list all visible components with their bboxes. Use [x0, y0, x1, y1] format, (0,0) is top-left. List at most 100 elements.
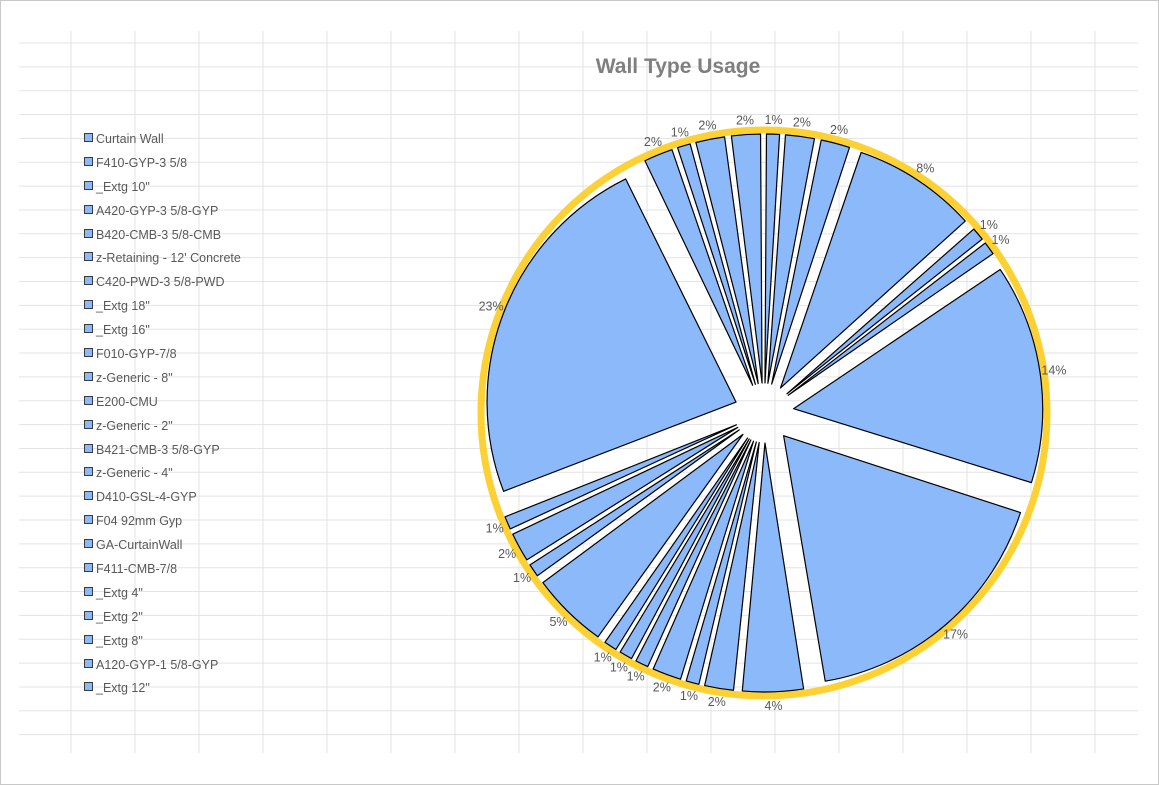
legend-label: z-Generic - 8" [96, 370, 173, 385]
legend-item: _Extg 2" [84, 609, 241, 633]
pie-slice [676, 143, 756, 385]
legend-swatch [84, 467, 93, 477]
slice-percent-label: 2% [698, 119, 716, 133]
legend-item: B420-CMB-3 5/8-CMB [84, 227, 241, 251]
legend-label: F010-GYP-7/8 [96, 347, 177, 362]
legend-swatch [84, 563, 93, 573]
legend-label: _Extg 16" [96, 323, 150, 338]
legend-swatch [84, 204, 93, 214]
legend-label: F04 92mm Gyp [96, 514, 183, 529]
legend-label: z-Generic - 2" [96, 418, 173, 433]
slice-percent-label: 5% [549, 615, 567, 629]
legend-swatch [84, 324, 93, 334]
pie-slice [644, 149, 754, 386]
slice-percent-label: 2% [644, 135, 662, 149]
legend-label: z-Retaining - 12' Concrete [96, 251, 241, 266]
legend-swatch [84, 586, 93, 596]
slice-percent-label: 23% [479, 299, 504, 313]
legend-label: B421-CMB-3 5/8-GYP [96, 442, 220, 457]
legend-item: _Extg 8" [84, 633, 241, 657]
slice-percent-label: 1% [486, 521, 504, 535]
slice-percent-label: 1% [680, 689, 698, 703]
slice-percent-label: 1% [627, 669, 645, 683]
pie-slice [741, 442, 805, 693]
pie-slice [793, 268, 1044, 484]
legend-item: z-Generic - 2" [84, 418, 241, 442]
legend-item: _Extg 10" [84, 179, 241, 203]
legend-label: _Extg 12" [96, 681, 150, 696]
legend-swatch [84, 682, 93, 692]
slice-percent-label: 1% [980, 218, 998, 232]
legend-swatch [84, 395, 93, 405]
legend-swatch [84, 419, 93, 429]
pie-slice [704, 442, 760, 691]
legend-item: F04 92mm Gyp [84, 513, 241, 537]
legend-item: A420-GYP-3 5/8-GYP [84, 203, 241, 227]
legend-label: D410-GSL-4-GYP [96, 490, 197, 505]
legend-swatch [84, 658, 93, 668]
legend-swatch [84, 228, 93, 238]
legend-item: F010-GYP-7/8 [84, 346, 241, 370]
legend-item: F411-CMB-7/8 [84, 561, 241, 585]
slice-percent-label: 2% [830, 123, 848, 137]
legend-label: F410-GYP-3 5/8 [96, 155, 188, 170]
legend-label: z-Generic - 4" [96, 466, 173, 481]
pie-slice [783, 435, 1022, 682]
legend-label: C420-PWD-3 5/8-PWD [96, 275, 225, 290]
legend-item: GA-CurtainWall [84, 537, 241, 561]
slice-percent-label: 1% [594, 651, 612, 665]
pie-slice [787, 242, 994, 396]
pie-outline-ring [477, 126, 1051, 700]
pie-slice [685, 441, 757, 685]
legend-swatch [84, 515, 93, 525]
legend-item: z-Generic - 4" [84, 465, 241, 489]
legend-label: E200-CMU [96, 394, 158, 409]
legend-swatch [84, 252, 93, 262]
pie-slice [764, 133, 781, 384]
legend-label: GA-CurtainWall [96, 538, 183, 553]
legend-swatch [84, 491, 93, 501]
pie-slice [504, 424, 738, 530]
legend-swatch [84, 276, 93, 286]
slice-percent-label: 1% [513, 571, 531, 585]
pie-slice [730, 133, 763, 384]
legend-label: A420-GYP-3 5/8-GYP [96, 203, 219, 218]
slice-percent-label: 2% [653, 681, 671, 695]
slice-percent-label: 2% [708, 695, 726, 709]
legend-item: z-Retaining - 12' Concrete [84, 250, 241, 274]
legend-swatch [84, 443, 93, 453]
slice-percent-label: 4% [764, 699, 782, 713]
legend-item: _Extg 4" [84, 585, 241, 609]
slice-percent-label: 1% [991, 233, 1009, 247]
slice-percent-label: 14% [1041, 363, 1066, 377]
slice-percent-label: 1% [610, 661, 628, 675]
pie-slice [767, 134, 816, 384]
pie-slice [635, 439, 752, 668]
legend-item: F410-GYP-3 5/8 [84, 155, 241, 179]
pie-slice [542, 433, 744, 638]
legend-label: Curtain Wall [96, 132, 164, 146]
pie-slice [771, 139, 851, 385]
pie-slice [529, 429, 740, 577]
slice-percent-label: 1% [764, 113, 782, 127]
legend-swatch [84, 133, 93, 142]
legend-item: Curtain Wall [84, 131, 241, 155]
legend-swatch [84, 539, 93, 549]
legend-label: _Extg 4" [96, 585, 143, 600]
pie-slice [652, 440, 755, 680]
legend-item: z-Generic - 8" [84, 370, 241, 394]
pie-slice [695, 136, 759, 385]
legend-label: F411-CMB-7/8 [96, 562, 178, 577]
pie-slice [512, 426, 739, 561]
legend-swatch [84, 371, 93, 381]
slice-percent-label: 8% [916, 161, 934, 175]
slice-percent-label: 17% [943, 628, 968, 642]
pie-slice [779, 151, 966, 389]
legend-item: D410-GSL-4-GYP [84, 489, 241, 513]
pie-slice [604, 437, 749, 651]
legend-label: B420-CMB-3 5/8-CMB [96, 227, 222, 242]
pie-slice [786, 228, 983, 395]
legend-swatch [84, 610, 93, 620]
